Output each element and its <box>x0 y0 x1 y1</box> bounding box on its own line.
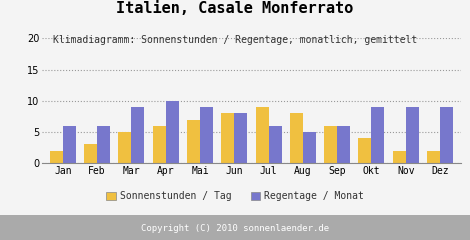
Bar <box>359 138 371 163</box>
Bar <box>393 151 406 163</box>
Bar <box>235 113 247 163</box>
Bar <box>268 126 282 163</box>
Bar <box>50 151 63 163</box>
Bar <box>371 107 384 163</box>
Bar <box>153 126 166 163</box>
Bar <box>221 113 235 163</box>
Bar <box>200 107 213 163</box>
Bar <box>256 107 268 163</box>
Bar <box>406 107 419 163</box>
Bar <box>290 113 303 163</box>
Text: Italien, Casale Monferrato: Italien, Casale Monferrato <box>117 1 353 16</box>
Bar <box>337 126 350 163</box>
Bar <box>303 132 316 163</box>
Bar <box>63 126 76 163</box>
Bar <box>187 120 200 163</box>
Text: Copyright (C) 2010 sonnenlaender.de: Copyright (C) 2010 sonnenlaender.de <box>141 224 329 233</box>
Bar <box>97 126 110 163</box>
Legend: Sonnenstunden / Tag, Regentage / Monat: Sonnenstunden / Tag, Regentage / Monat <box>102 187 368 205</box>
Bar <box>166 101 179 163</box>
Text: Klimadiagramm: Sonnenstunden / Regentage, monatlich, gemittelt: Klimadiagramm: Sonnenstunden / Regentage… <box>53 35 417 45</box>
Bar <box>427 151 440 163</box>
Bar <box>118 132 132 163</box>
Bar <box>324 126 337 163</box>
Bar <box>132 107 144 163</box>
Bar <box>440 107 453 163</box>
Bar <box>84 144 97 163</box>
